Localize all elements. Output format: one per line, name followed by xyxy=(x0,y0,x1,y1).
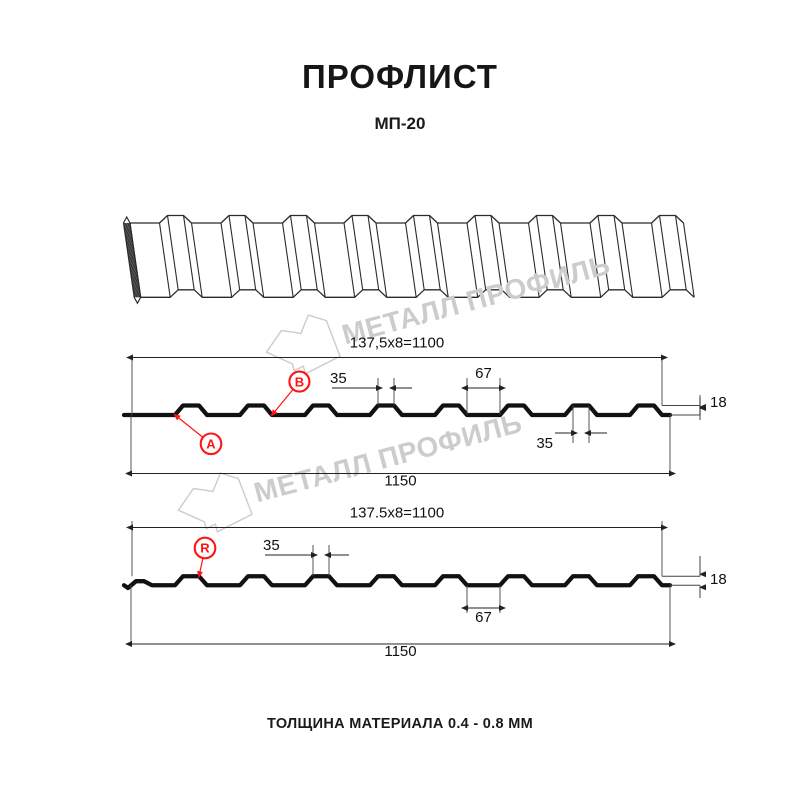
svg-text:67: 67 xyxy=(475,365,492,382)
svg-text:1150: 1150 xyxy=(384,643,416,660)
svg-text:18: 18 xyxy=(710,394,727,411)
svg-text:137,5х8=1100: 137,5х8=1100 xyxy=(350,335,444,352)
svg-text:35: 35 xyxy=(536,435,553,452)
svg-text:A: A xyxy=(206,436,216,451)
svg-text:18: 18 xyxy=(710,571,727,588)
svg-text:МЕТАЛЛ ПРОФИЛЬ: МЕТАЛЛ ПРОФИЛЬ xyxy=(251,407,526,508)
svg-text:R: R xyxy=(200,541,210,556)
svg-text:35: 35 xyxy=(330,370,347,387)
svg-text:35: 35 xyxy=(263,537,280,554)
svg-text:B: B xyxy=(295,374,304,389)
svg-text:137.5х8=1100: 137.5х8=1100 xyxy=(350,505,444,522)
svg-text:1150: 1150 xyxy=(384,473,416,490)
svg-text:67: 67 xyxy=(475,609,492,626)
